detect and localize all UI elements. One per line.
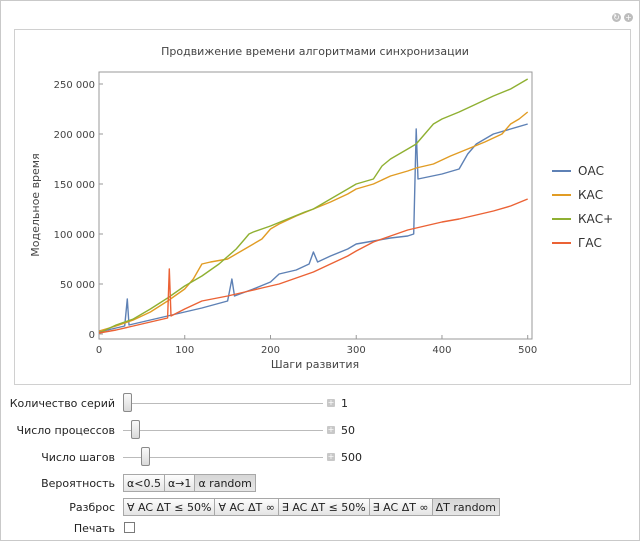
series-count-label: Количество серий bbox=[9, 397, 115, 410]
y-tick-label: 0 bbox=[89, 330, 95, 341]
spread-selector: ∀ AC ΔT ≤ 50% ∀ AC ΔT ∞ ∃ AC ΔT ≤ 50% ∃ … bbox=[123, 498, 500, 516]
probability-label: Вероятность bbox=[41, 477, 115, 490]
process-count-slider-thumb[interactable] bbox=[131, 420, 140, 439]
series-line-1 bbox=[98, 111, 529, 332]
spread-label: Разброс bbox=[69, 501, 115, 514]
plot-frame bbox=[98, 71, 533, 340]
x-tick-label: 300 bbox=[347, 345, 366, 356]
probability-option-lt-half[interactable]: α<0.5 bbox=[123, 474, 165, 492]
y-tick-label: 50 000 bbox=[60, 280, 95, 291]
options-plus-icon[interactable]: + bbox=[624, 13, 633, 22]
step-count-slider-thumb[interactable] bbox=[141, 447, 150, 466]
probability-option-to-one[interactable]: α→1 bbox=[163, 474, 196, 492]
process-count-slider-track[interactable] bbox=[123, 430, 323, 431]
x-tick-label: 100 bbox=[175, 345, 194, 356]
series-count-value: 1 bbox=[341, 397, 348, 410]
process-count-value: 50 bbox=[341, 424, 355, 437]
process-count-label: Число процессов bbox=[16, 424, 115, 437]
x-tick-label: 500 bbox=[518, 345, 537, 356]
reset-icon[interactable]: ↻ bbox=[612, 13, 621, 22]
x-tick-label: 0 bbox=[96, 345, 102, 356]
series-count-slider-track[interactable] bbox=[123, 403, 323, 404]
series-line-0 bbox=[98, 123, 528, 333]
spread-option-all-inf[interactable]: ∀ AC ΔT ∞ bbox=[214, 498, 279, 516]
process-count-plus-icon[interactable]: + bbox=[327, 425, 335, 434]
y-tick-label: 100 000 bbox=[54, 230, 95, 241]
spread-option-random[interactable]: ΔT random bbox=[431, 498, 500, 516]
print-label: Печать bbox=[73, 522, 115, 535]
step-count-plus-icon[interactable]: + bbox=[327, 452, 335, 461]
legend-label: КАС bbox=[578, 188, 603, 202]
legend-label: ОАС bbox=[578, 164, 604, 178]
legend-label: КАС+ bbox=[578, 212, 613, 226]
series-line-2 bbox=[98, 78, 529, 334]
step-count-slider-track[interactable] bbox=[123, 457, 323, 458]
chart-svg: Продвижение времени алгоритмами синхрони… bbox=[29, 45, 613, 371]
step-count-value: 500 bbox=[341, 451, 362, 464]
probability-selector: α<0.5 α→1 α random bbox=[123, 474, 256, 492]
print-checkbox[interactable] bbox=[124, 522, 135, 533]
step-count-label: Число шагов bbox=[41, 451, 115, 464]
x-tick-label: 400 bbox=[432, 345, 451, 356]
plot-area: Продвижение времени алгоритмами синхрони… bbox=[14, 29, 631, 385]
y-axis-label: Модельное время bbox=[29, 153, 42, 256]
legend-label: ГАС bbox=[578, 236, 602, 250]
series-line-3 bbox=[98, 198, 528, 334]
panel-corner-icons: ↻ + bbox=[612, 13, 633, 22]
y-tick-label: 150 000 bbox=[54, 180, 95, 191]
spread-option-all-50[interactable]: ∀ AC ΔT ≤ 50% bbox=[123, 498, 216, 516]
spread-option-exists-50[interactable]: ∃ AC ΔT ≤ 50% bbox=[277, 498, 370, 516]
x-tick-label: 200 bbox=[261, 345, 280, 356]
spread-option-exists-inf[interactable]: ∃ AC ΔT ∞ bbox=[368, 498, 433, 516]
series-count-slider-thumb[interactable] bbox=[123, 393, 132, 412]
x-axis-label: Шаги развития bbox=[271, 358, 359, 371]
y-tick-label: 200 000 bbox=[54, 130, 95, 141]
probability-option-random[interactable]: α random bbox=[194, 474, 256, 492]
series-count-plus-icon[interactable]: + bbox=[327, 398, 335, 407]
y-tick-label: 250 000 bbox=[54, 80, 95, 91]
chart-title: Продвижение времени алгоритмами синхрони… bbox=[161, 45, 469, 58]
